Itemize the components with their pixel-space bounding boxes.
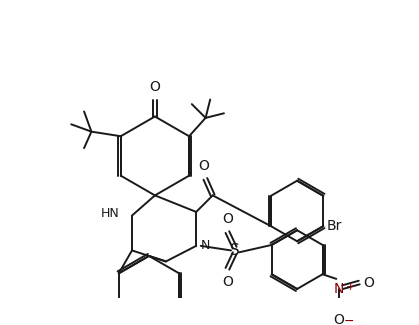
Text: Br: Br (327, 219, 342, 233)
Text: +: + (345, 282, 355, 292)
Text: O: O (363, 276, 374, 290)
Text: O: O (222, 212, 233, 226)
Text: O: O (150, 81, 160, 95)
Text: HN: HN (101, 207, 119, 220)
Text: N: N (334, 282, 344, 296)
Text: −: − (344, 315, 354, 325)
Text: O: O (198, 159, 209, 173)
Text: O: O (334, 313, 344, 325)
Text: O: O (222, 275, 233, 289)
Text: N: N (201, 239, 210, 252)
Text: S: S (230, 243, 240, 258)
